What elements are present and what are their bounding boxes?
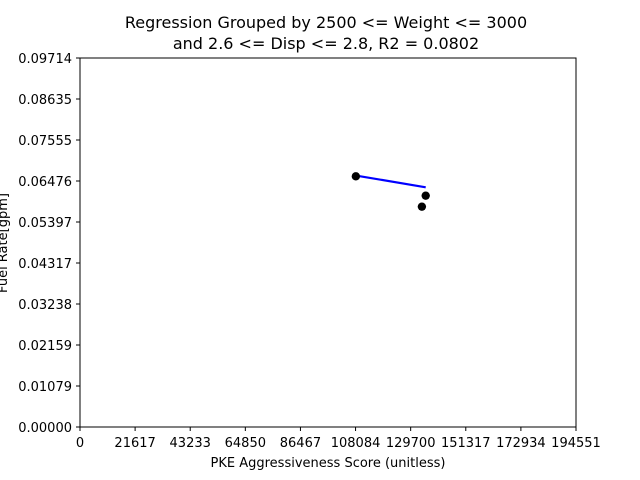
x-tick-label: 194551 bbox=[551, 436, 601, 451]
regression-line bbox=[355, 174, 426, 189]
x-tick-label: 86467 bbox=[280, 436, 321, 451]
data-marks bbox=[351, 172, 430, 211]
chart-title-line-1: Regression Grouped by 2500 <= Weight <= … bbox=[125, 13, 527, 32]
chart-title-line-2: and 2.6 <= Disp <= 2.8, R2 = 0.0802 bbox=[173, 34, 479, 53]
x-tick-label: 129700 bbox=[386, 436, 436, 451]
data-point-1 bbox=[351, 172, 361, 181]
plot-area bbox=[79, 57, 577, 428]
y-tick-label: 0.04317 bbox=[18, 257, 72, 272]
y-tick-label: 0.06476 bbox=[18, 175, 72, 190]
y-tick-label: 0.08635 bbox=[18, 93, 72, 108]
y-tick-label: 0.01079 bbox=[18, 380, 72, 395]
data-point-2 bbox=[421, 191, 430, 200]
y-tick-label: 0.07555 bbox=[18, 134, 72, 149]
y-tick-label: 0.09714 bbox=[18, 52, 72, 67]
x-tick-label: 0 bbox=[76, 436, 84, 451]
data-point-3 bbox=[417, 202, 427, 211]
x-tick-label: 172934 bbox=[496, 436, 546, 451]
x-tick-label: 43233 bbox=[170, 436, 211, 451]
y-tick-label: 0.05397 bbox=[18, 216, 72, 231]
y-tick-label: 0.00000 bbox=[18, 421, 72, 436]
x-tick-label: 108084 bbox=[331, 436, 381, 451]
y-tick-label: 0.03238 bbox=[18, 298, 72, 313]
y-axis-label: Fuel Rate[gpm] bbox=[0, 193, 11, 293]
x-tick-label: 64850 bbox=[225, 436, 266, 451]
y-tick-label: 0.02159 bbox=[18, 339, 72, 354]
plot-frame bbox=[79, 57, 577, 428]
x-tick-label: 151317 bbox=[441, 436, 491, 451]
x-axis-ticks: 0 21617 43233 64850 86467 108084 129700 151317 1… bbox=[76, 427, 601, 451]
x-tick-label: 21617 bbox=[114, 436, 155, 451]
y-axis-ticks: 0.00000 0.01079 0.02159 0.03238 0.04317 0.053… bbox=[18, 52, 80, 436]
x-axis-label: PKE Aggressiveness Score (unitless) bbox=[211, 456, 446, 471]
